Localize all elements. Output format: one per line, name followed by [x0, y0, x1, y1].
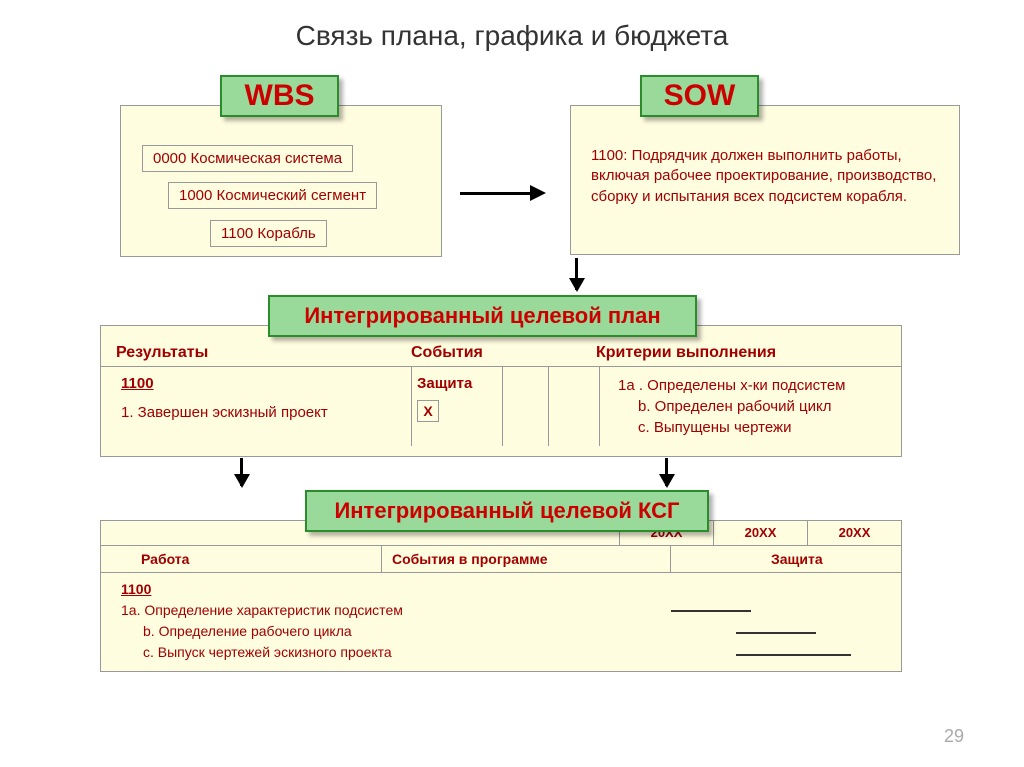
- arrow-down-icon: [575, 258, 578, 290]
- triangle-icon: [829, 553, 845, 566]
- arrow-down-icon: [665, 458, 668, 486]
- triangle-icon: [851, 644, 867, 657]
- plan-panel: Результаты События Критерии выполнения 1…: [100, 325, 902, 457]
- wbs-header: WBS: [220, 75, 339, 117]
- plan-criteria-line: c. Выпущены чертежи: [618, 417, 883, 438]
- ksg-col-events: События в программе: [381, 546, 670, 572]
- ksg-col-work: Работа: [101, 551, 381, 567]
- triangle-icon: [816, 622, 832, 635]
- ksg-col-defense: Защита: [670, 546, 901, 572]
- ksg-year: 20XX: [807, 521, 901, 545]
- ksg-header-row: Работа События в программе Защита: [101, 545, 901, 573]
- plan-header: Интегрированный целевой план: [268, 295, 697, 337]
- plan-empty-cell: [503, 367, 549, 446]
- plan-empty-cell: [549, 367, 600, 446]
- gantt-bar: [671, 610, 751, 612]
- sow-header: SOW: [640, 75, 759, 117]
- page-number: 29: [944, 726, 964, 747]
- ksg-year: 20XX: [713, 521, 807, 545]
- arrow-down-icon: [240, 458, 243, 486]
- sow-text: 1100: Подрядчик должен выполнить работы,…: [591, 146, 939, 207]
- gantt-row: [621, 643, 901, 665]
- wbs-item: 1000 Космический сегмент: [168, 182, 377, 209]
- plan-code: 1100: [121, 375, 401, 392]
- gantt-row: [621, 599, 901, 621]
- gantt-bar: [736, 632, 816, 634]
- gantt-bar: [736, 654, 851, 656]
- gantt-row: [621, 621, 901, 643]
- plan-criteria-line: b. Определен рабочий цикл: [618, 396, 883, 417]
- plan-event-cell: Защита X: [411, 367, 503, 446]
- plan-result-text: 1. Завершен эскизный проект: [121, 404, 328, 421]
- gantt-chart: [621, 599, 901, 689]
- plan-x-mark: X: [417, 400, 439, 422]
- wbs-item: 1100 Корабль: [210, 220, 327, 247]
- triangle-icon: [751, 600, 767, 613]
- sow-panel: 1100: Подрядчик должен выполнить работы,…: [570, 105, 960, 255]
- ksg-panel: 20XX 20XX 20XX Работа События в программ…: [100, 520, 902, 672]
- plan-results-cell: 1100 1. Завершен эскизный проект: [101, 367, 411, 446]
- plan-criteria-line: 1a . Определены х-ки подсистем: [618, 375, 883, 396]
- ksg-body: 1100 1a. Определение характеристик подси…: [101, 573, 901, 669]
- arrow-right-icon: [460, 175, 546, 209]
- plan-body: 1100 1. Завершен эскизный проект Защита …: [101, 367, 901, 446]
- plan-criteria-cell: 1a . Определены х-ки подсистем b. Опреде…: [600, 367, 901, 446]
- plan-event-label: Защита: [417, 375, 497, 392]
- ksg-header: Интегрированный целевой КСГ: [305, 490, 709, 532]
- ksg-defense-label: Защита: [771, 551, 823, 567]
- ksg-code: 1100: [121, 579, 901, 600]
- wbs-item: 0000 Космическая система: [142, 145, 353, 172]
- page-title: Связь плана, графика и бюджета: [0, 0, 1024, 52]
